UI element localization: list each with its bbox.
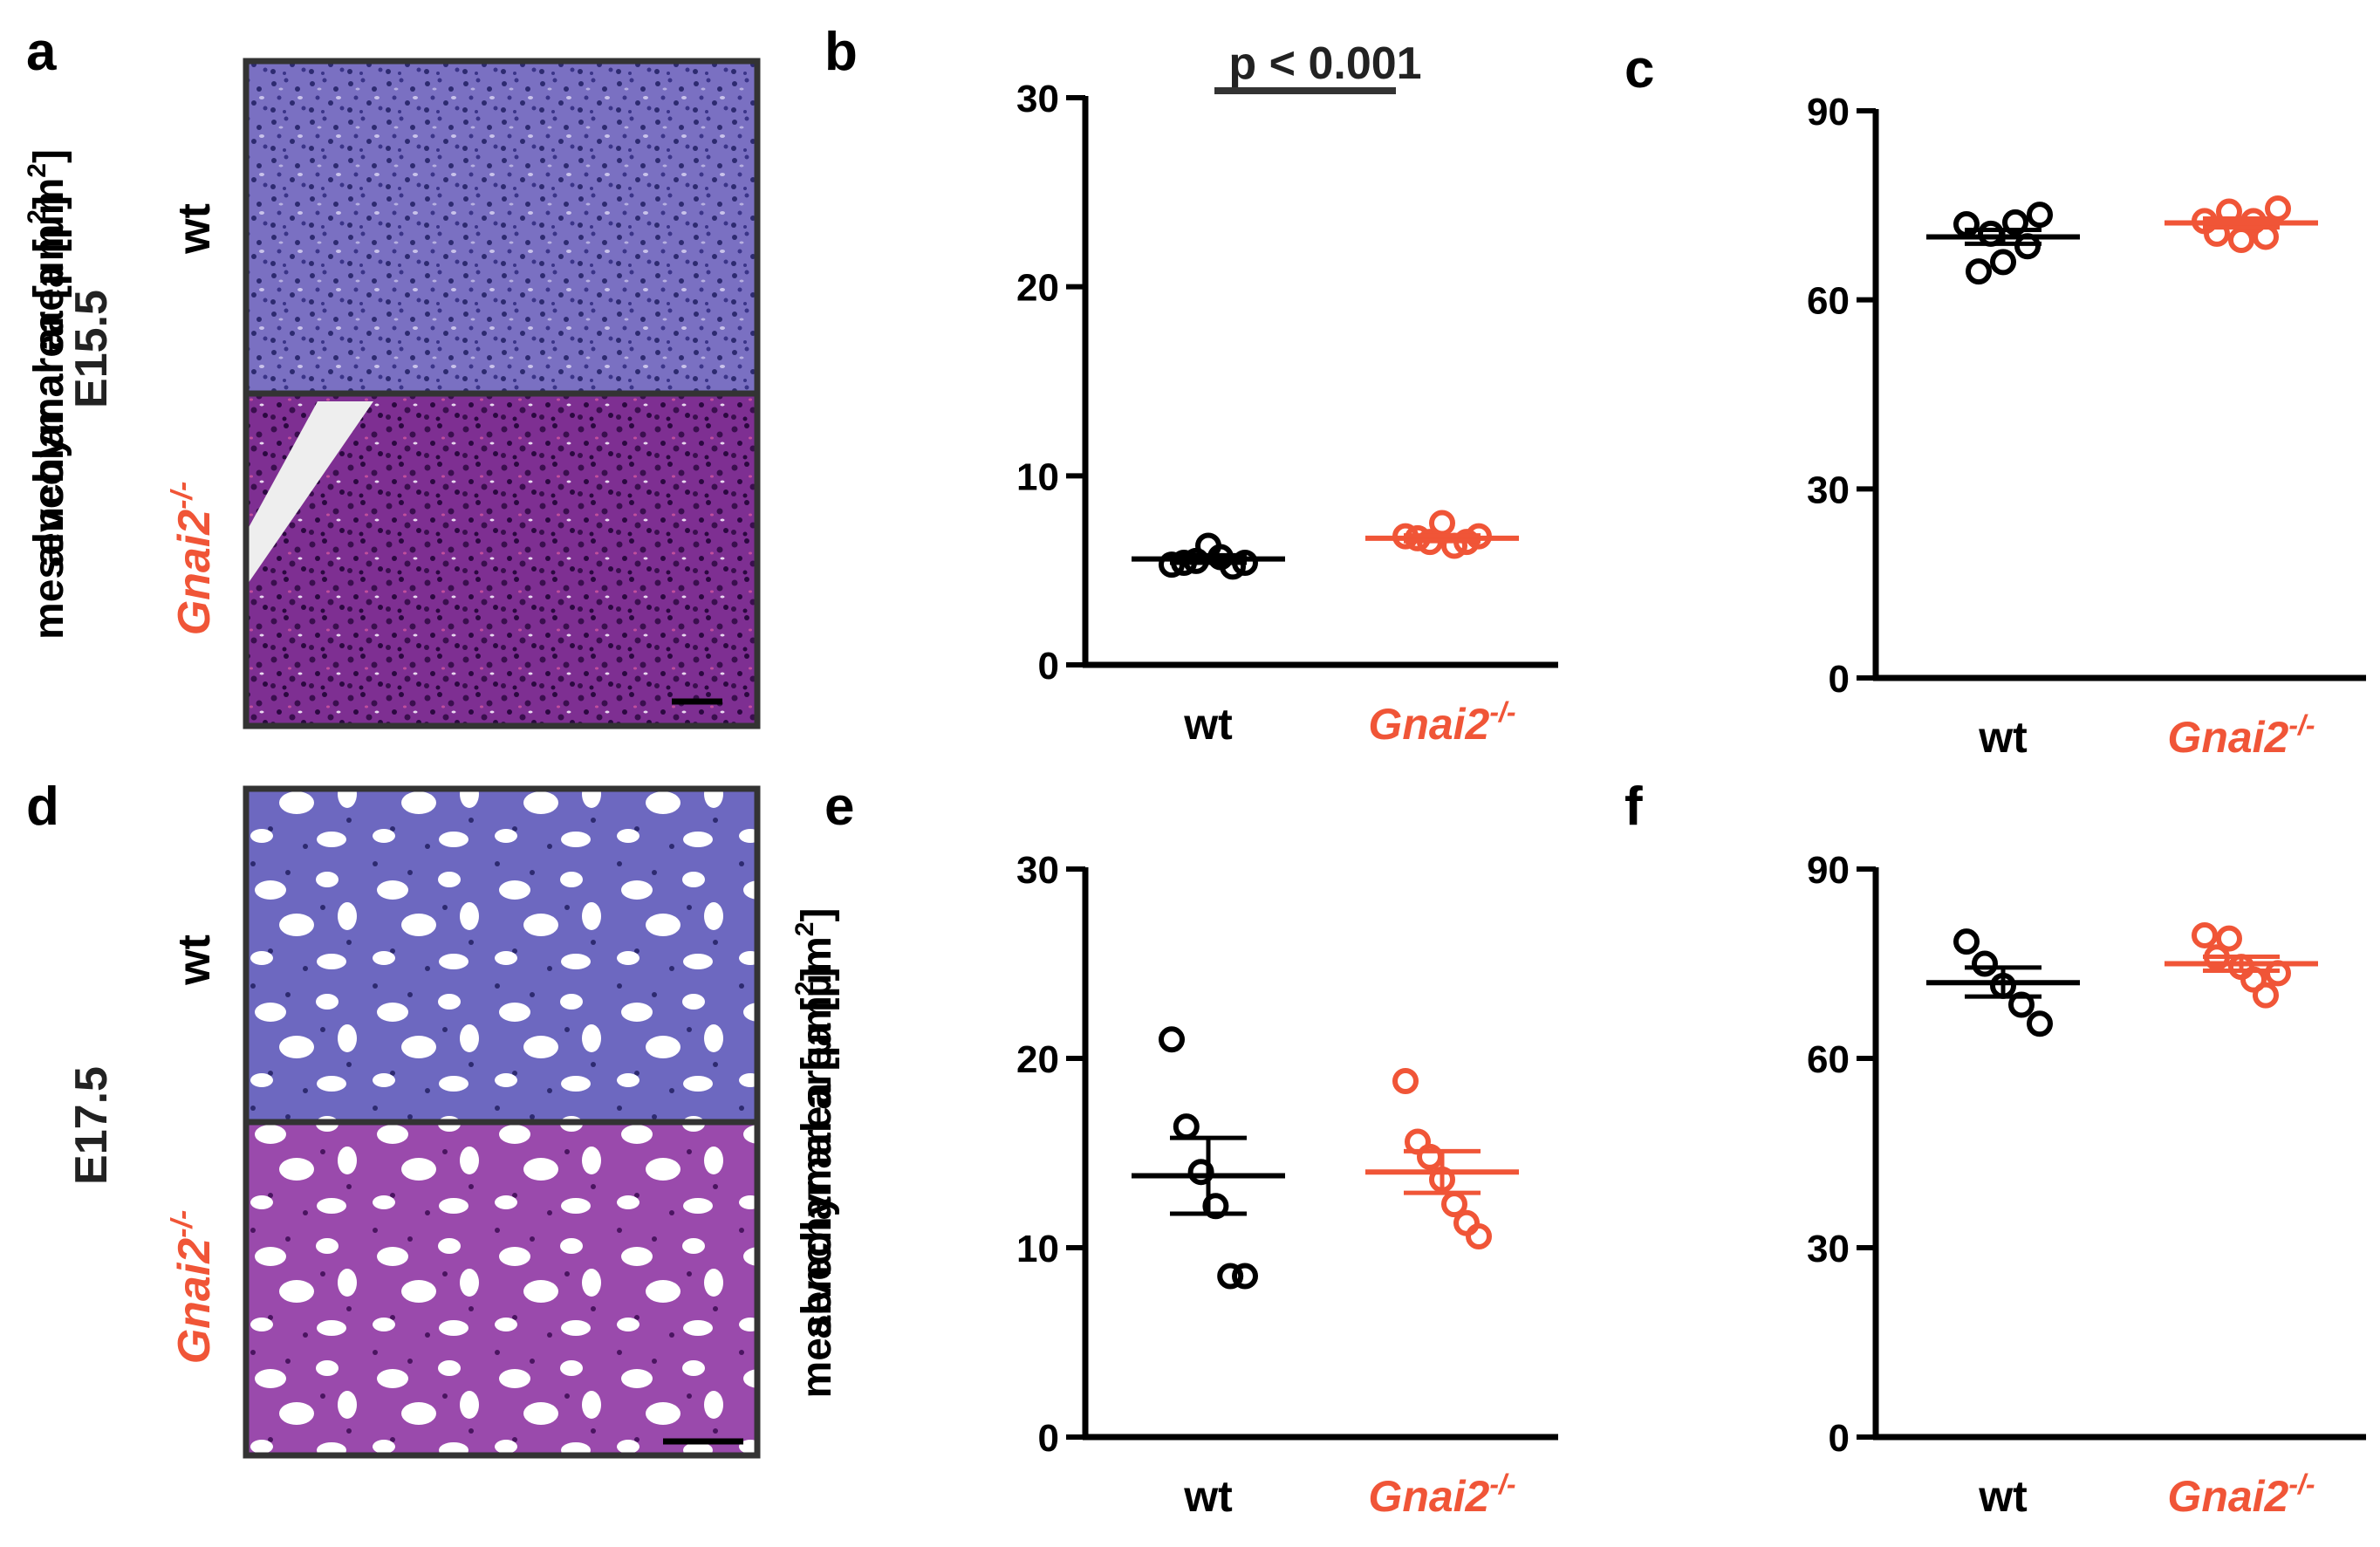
data-point <box>2253 982 2279 1009</box>
panel-label-c: c <box>1624 39 1654 99</box>
panel-label-b: b <box>824 22 858 82</box>
data-point <box>1392 1068 1419 1095</box>
data-point <box>2192 921 2218 948</box>
x-category-sup: -/- <box>2288 709 2315 741</box>
y-tick-label: 30 <box>1807 1228 1850 1270</box>
y-tick-label: 20 <box>1016 1038 1059 1081</box>
y-axis-label-sup: 2 <box>790 922 819 937</box>
micrograph-wt-e17 <box>246 789 757 1120</box>
data-point <box>2008 991 2035 1018</box>
data-point <box>2216 925 2242 952</box>
y-tick-label: 0 <box>1038 1417 1059 1460</box>
y-axis-label-sup: 2 <box>790 982 819 996</box>
y-axis-label: alveolar area [µm2] <box>790 968 840 1339</box>
x-category-label: Gnai2-/- <box>2167 709 2315 762</box>
y-tick-label: 30 <box>1016 849 1059 892</box>
y-axis-label-close: ] <box>794 908 840 922</box>
micrograph-wt-e15 <box>246 61 757 393</box>
data-point <box>1466 1222 1492 1249</box>
data-point <box>1990 249 2016 276</box>
x-category-label: Gnai2-/- <box>1368 696 1515 749</box>
data-point <box>1972 950 1998 977</box>
data-point <box>2027 1010 2053 1037</box>
row-label-ko-d: Gnai2-/- <box>166 1210 220 1365</box>
y-tick-label: 20 <box>1016 267 1059 310</box>
row-label-ko-a: Gnai2-/- <box>166 482 220 636</box>
panel-label-e: e <box>824 777 854 837</box>
y-tick-label: 30 <box>1807 469 1850 511</box>
row-label-wt-d: wt <box>169 934 220 986</box>
panel-label-f: f <box>1624 777 1643 837</box>
micrograph-ko-e17 <box>246 1124 757 1455</box>
y-axis-label: mesenchymal area [µm2] <box>790 908 840 1399</box>
y-tick-label: 90 <box>1807 91 1850 133</box>
y-tick-label: 60 <box>1807 280 1850 323</box>
data-point <box>1232 1263 1258 1290</box>
data-point <box>1159 1026 1185 1053</box>
y-axis-label-sup: 2 <box>23 209 51 224</box>
x-category-label: Gnai2-/- <box>1368 1468 1515 1521</box>
x-category-label: wt <box>1183 700 1233 749</box>
x-category-sup: -/- <box>1489 1468 1515 1500</box>
y-tick-label: 30 <box>1016 78 1059 120</box>
y-axis-label-text: alveolar area [µm <box>794 996 840 1338</box>
data-point <box>1202 1193 1229 1220</box>
data-point <box>2265 195 2291 222</box>
tissue-tear <box>246 401 373 586</box>
y-tick-label: 0 <box>1829 1417 1850 1460</box>
x-category-label: wt <box>1978 713 2028 762</box>
x-category-gene: Gnai2 <box>1368 700 1489 749</box>
x-category-label: wt <box>1978 1472 2028 1521</box>
y-axis-label-text: mesenchymal area [µm <box>26 178 72 640</box>
data-point <box>1953 928 1980 955</box>
y-axis-label-sup: 2 <box>23 163 51 178</box>
y-tick-label: 10 <box>1016 455 1059 498</box>
stage-label-e15: E15.5 <box>66 290 117 408</box>
x-category-sup: -/- <box>2288 1468 2315 1500</box>
y-axis-label: mesenchymal area [µm2] <box>23 149 72 640</box>
data-point <box>1966 258 1992 285</box>
y-tick-label: 0 <box>1038 645 1059 688</box>
y-tick-label: 10 <box>1016 1228 1059 1270</box>
y-tick-label: 90 <box>1807 849 1850 892</box>
data-point <box>1429 510 1455 537</box>
y-tick-label: 60 <box>1807 1038 1850 1081</box>
data-point <box>1978 220 2004 247</box>
data-point <box>1453 1209 1480 1236</box>
stage-label-e17: E17.5 <box>66 1066 117 1185</box>
panel-label-a: a <box>26 22 57 82</box>
data-point <box>1217 1263 1244 1290</box>
x-category-gene: Gnai2 <box>2167 713 2288 762</box>
data-point <box>1187 1159 1214 1186</box>
data-point <box>2002 209 2028 236</box>
y-axis-label-close: ] <box>794 968 840 982</box>
significance-label: p < 0.001 <box>1228 38 1421 89</box>
x-category-label: wt <box>1183 1472 1233 1521</box>
y-axis-label-text: alveolar area [µm <box>26 224 72 567</box>
y-axis-label-text: mesenchymal area [µm <box>794 936 840 1398</box>
row-label-wt-a: wt <box>169 203 220 255</box>
y-axis-label-close: ] <box>26 149 72 163</box>
x-category-gene: Gnai2 <box>1368 1472 1489 1521</box>
data-point <box>1173 1113 1200 1140</box>
x-category-gene: Gnai2 <box>2167 1472 2288 1521</box>
x-category-label: Gnai2-/- <box>2167 1468 2315 1521</box>
data-point <box>2027 202 2053 229</box>
y-tick-label: 0 <box>1829 658 1850 701</box>
y-axis-label-close: ] <box>26 195 72 209</box>
panel-label-d: d <box>26 777 59 837</box>
x-category-sup: -/- <box>1489 696 1515 728</box>
y-axis-label: alveolar area [µm2] <box>23 195 72 567</box>
